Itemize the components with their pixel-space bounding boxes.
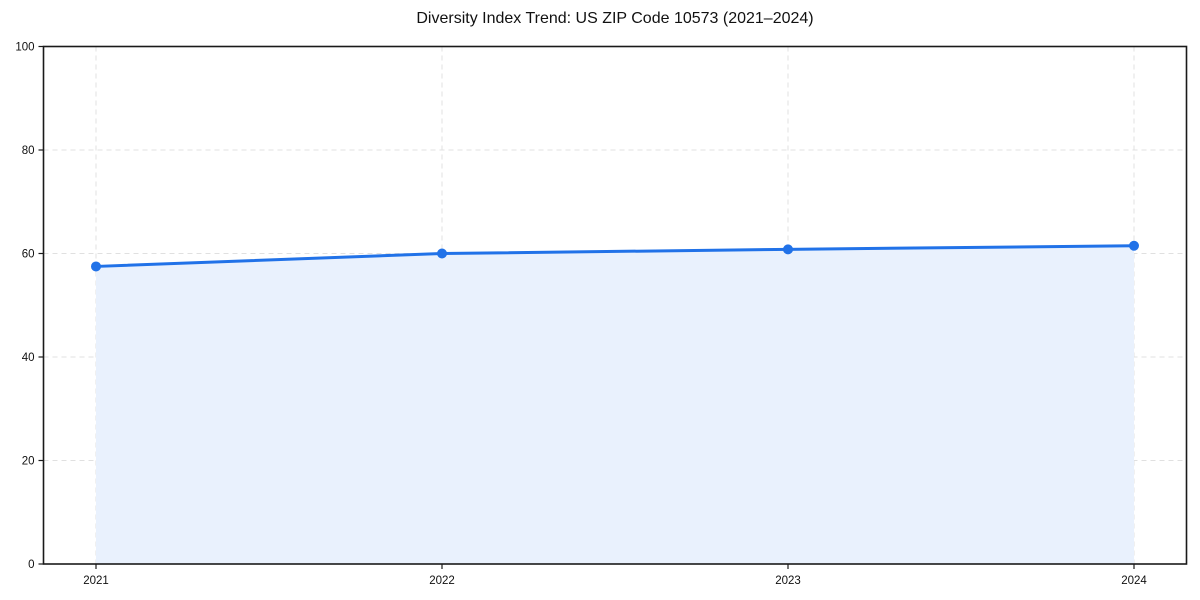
y-tick-label: 80 xyxy=(22,145,35,157)
y-tick-label: 0 xyxy=(28,559,34,571)
data-point-2021 xyxy=(91,261,101,272)
y-tick-label: 100 xyxy=(15,42,34,54)
x-tick-label: 2022 xyxy=(429,575,455,587)
data-point-2023 xyxy=(783,244,793,255)
y-tick-label: 60 xyxy=(22,249,35,261)
y-tick-label: 40 xyxy=(22,352,35,364)
x-tick-label: 2023 xyxy=(775,575,801,587)
y-tick-label: 20 xyxy=(22,456,35,468)
x-tick-label: 2024 xyxy=(1121,575,1147,587)
data-point-2022 xyxy=(437,248,447,259)
data-point-2024 xyxy=(1129,240,1139,251)
plot-frame xyxy=(42,45,1188,565)
chart-title: Diversity Index Trend: US ZIP Code 10573… xyxy=(416,10,814,27)
x-tick-label: 2021 xyxy=(83,575,109,587)
trend-line xyxy=(94,244,1136,268)
area-fill xyxy=(96,245,1134,565)
